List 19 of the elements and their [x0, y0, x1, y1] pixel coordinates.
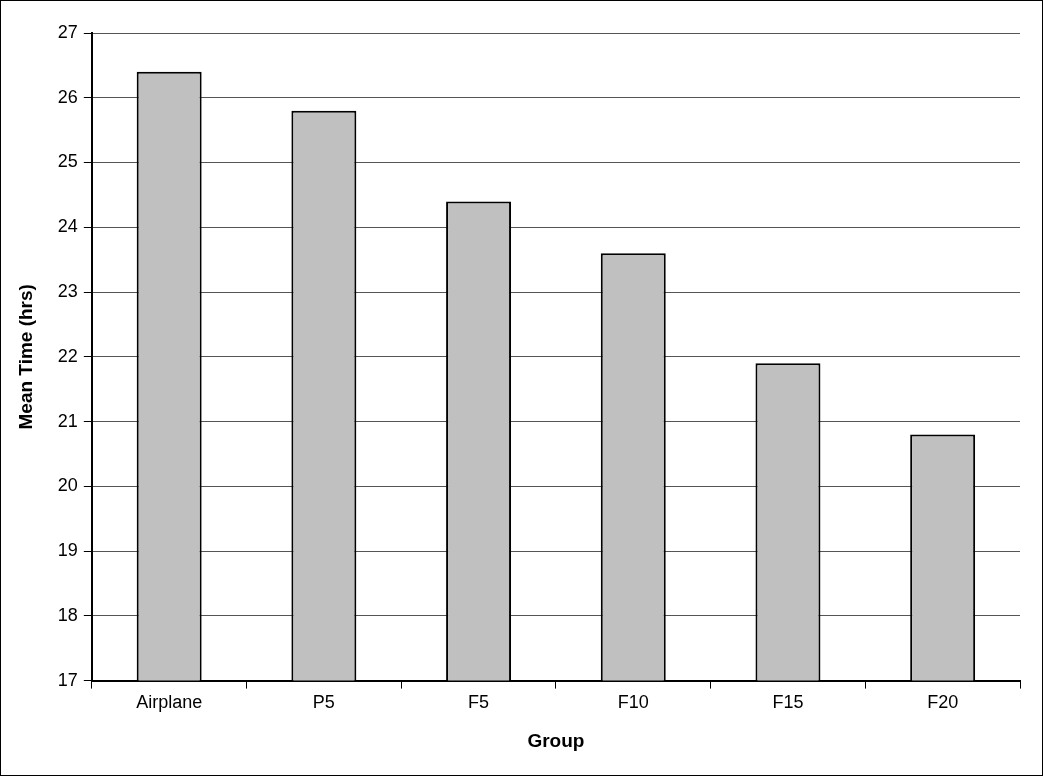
y-tick-label: 25: [57, 151, 78, 172]
y-tick-label: 22: [57, 345, 78, 366]
y-tick-label: 21: [57, 410, 78, 431]
y-tick-label: 23: [57, 281, 78, 302]
y-tick-label: 19: [57, 540, 78, 561]
x-tick-label: Airplane: [136, 692, 203, 713]
x-tick-label: F10: [617, 692, 649, 713]
x-tick-label: F15: [772, 692, 804, 713]
y-tick-label: 27: [57, 21, 78, 42]
x-tick-label: P5: [312, 692, 335, 713]
y-tick-label: 26: [57, 86, 78, 107]
y-tick-label: 20: [57, 475, 78, 496]
y-tick-label: 24: [57, 216, 78, 237]
x-tick-label: F5: [468, 692, 490, 713]
x-tick-label: F20: [927, 692, 959, 713]
y-tick-label: 17: [57, 669, 78, 690]
x-axis-title: Group: [527, 729, 585, 751]
y-tick-label: 18: [57, 604, 78, 625]
y-axis-title: Mean Time (hrs): [14, 284, 36, 430]
